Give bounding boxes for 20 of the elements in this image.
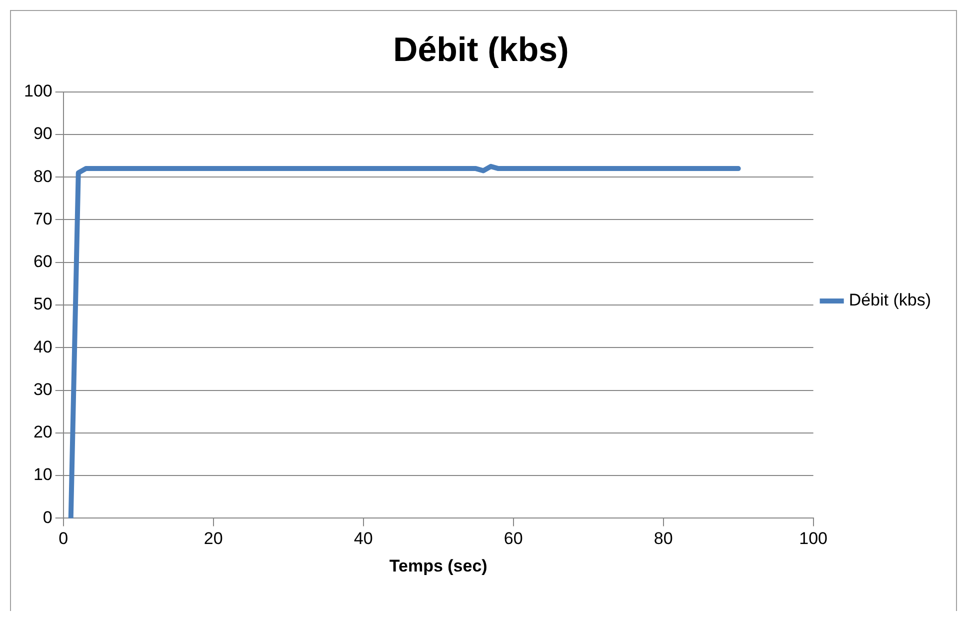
x-tick-label: 100 — [799, 529, 828, 548]
x-tick-label: 60 — [504, 529, 523, 548]
y-tick-label: 100 — [24, 81, 52, 100]
y-tick-label: 20 — [33, 422, 52, 442]
chart-title: Débit (kbs) — [393, 30, 569, 69]
y-tick-label: 90 — [33, 124, 52, 144]
y-tick-label: 0 — [42, 508, 52, 527]
x-tick-label: 40 — [354, 529, 373, 548]
y-tick-label: 30 — [33, 380, 52, 399]
y-tick-label: 40 — [33, 337, 52, 356]
y-tick-label: 10 — [33, 465, 52, 484]
y-tick-label: 60 — [33, 252, 52, 272]
x-tick-label: 0 — [58, 529, 68, 548]
y-tick-label: 50 — [33, 294, 52, 314]
x-axis-title: Temps (sec) — [389, 556, 488, 576]
x-tick-label: 20 — [204, 529, 223, 548]
y-tick-label: 80 — [33, 166, 52, 186]
legend-label: Débit (kbs) — [848, 290, 931, 310]
y-tick-label: 70 — [33, 209, 52, 228]
x-tick-label: 80 — [654, 529, 673, 548]
